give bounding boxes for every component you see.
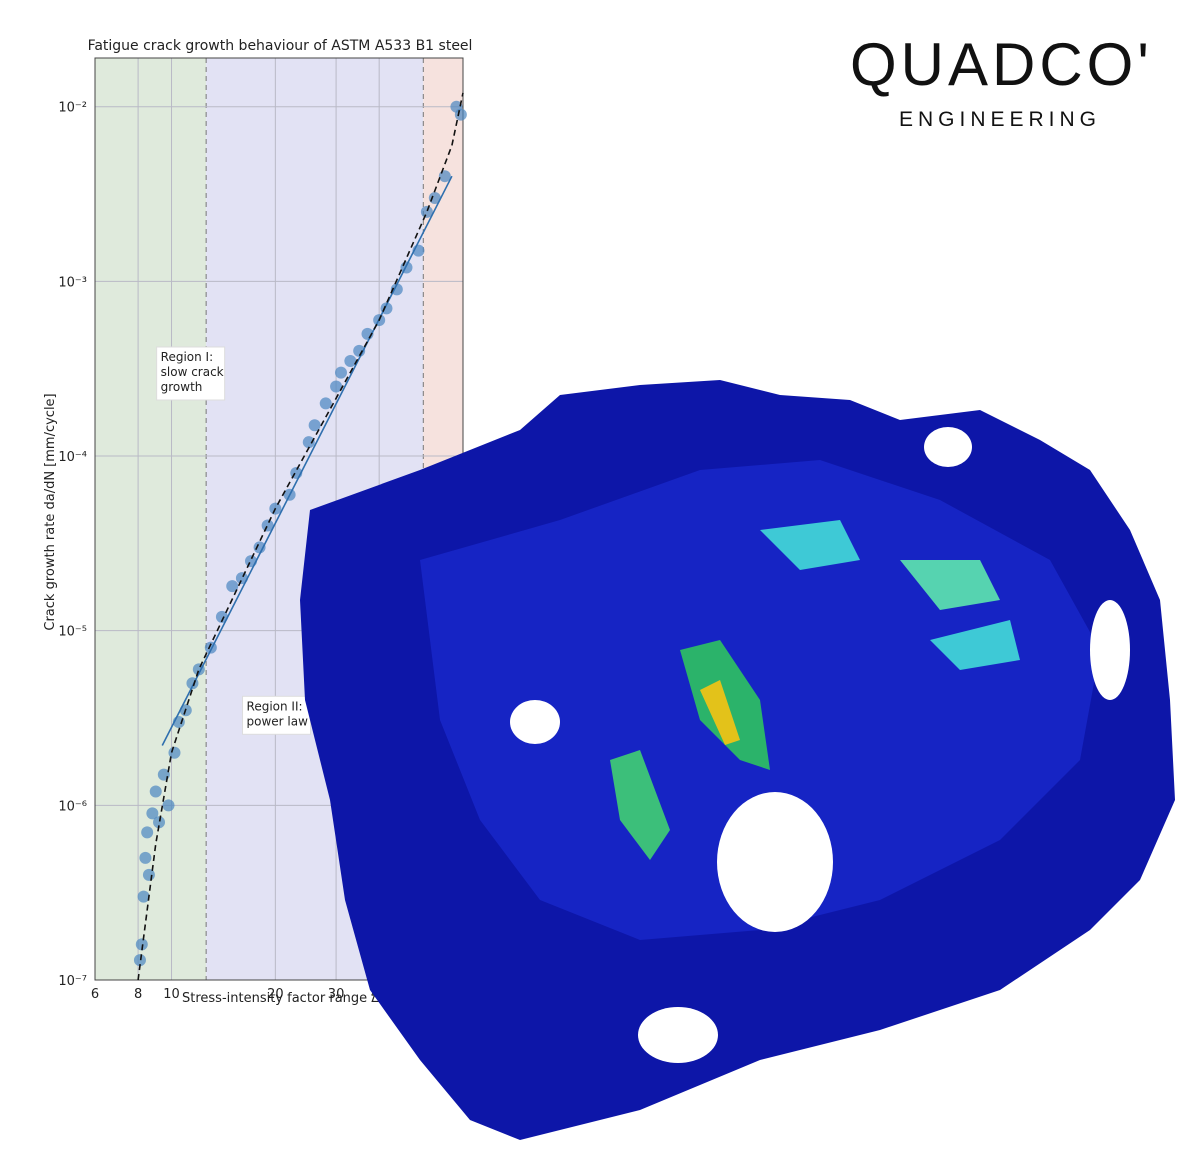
- fit-line: [137, 92, 464, 981]
- bore-hole: [717, 792, 833, 932]
- fea-render: [300, 380, 1175, 1140]
- data-point: [420, 205, 433, 218]
- data-point: [139, 851, 152, 864]
- x-axis-label: Stress-intensity factor range ΔK [MP: [182, 991, 417, 1006]
- data-point: [149, 785, 162, 798]
- x-tick-label: 8: [134, 987, 142, 1002]
- y-tick-label: 10⁻⁴: [58, 450, 87, 465]
- data-point: [454, 108, 467, 121]
- data-point: [146, 807, 159, 820]
- annotation-box: [156, 346, 226, 401]
- logo-tagline: ENGINEERING: [898, 108, 1102, 131]
- data-point: [168, 746, 181, 759]
- data-point: [162, 799, 175, 812]
- data-point: [330, 380, 343, 393]
- y-tick-label: 10⁻²: [58, 101, 87, 116]
- bore-hole: [510, 700, 560, 744]
- stress-zone: [930, 620, 1020, 670]
- annotation-text: Region II:: [247, 699, 303, 713]
- data-point: [428, 192, 441, 205]
- logo: QUADCO' ENGINEERING: [850, 30, 1153, 132]
- data-point: [334, 366, 347, 379]
- data-point: [135, 938, 148, 951]
- annotation-text: power law b: [247, 714, 320, 728]
- y-tick-label: 10⁻⁶: [58, 799, 87, 814]
- data-point: [142, 868, 155, 881]
- region-band: [95, 58, 207, 980]
- data-point: [133, 954, 146, 967]
- data-point: [226, 580, 239, 593]
- x-tick-label: 10: [163, 987, 180, 1002]
- data-point: [253, 541, 266, 554]
- x-tick-label: 30: [328, 987, 345, 1002]
- data-point: [141, 826, 154, 839]
- data-point: [137, 890, 150, 903]
- data-point: [390, 283, 403, 296]
- annotation-text: growth: [161, 380, 203, 394]
- data-point: [302, 436, 315, 449]
- stress-zone: [900, 560, 1000, 610]
- data-point: [215, 610, 228, 623]
- data-point: [319, 397, 332, 410]
- y-tick-label: 10⁻⁵: [58, 625, 87, 640]
- stress-zone: [760, 520, 860, 570]
- chart-title: Fatigue crack growth behaviour of ASTM A…: [88, 38, 473, 54]
- x-tick-label: 20: [267, 987, 284, 1002]
- data-point: [308, 419, 321, 432]
- data-point: [235, 572, 248, 585]
- bore-hole: [924, 427, 972, 467]
- stress-peak: [700, 680, 740, 745]
- y-tick-label: 10⁻⁷: [58, 974, 87, 989]
- annotation-text: slow crack: [161, 365, 224, 379]
- x-tick-label: 6: [91, 987, 99, 1002]
- y-tick-label: 10⁻³: [58, 275, 87, 290]
- bore-hole: [638, 1007, 718, 1063]
- bore-hole: [1090, 600, 1130, 700]
- fit-line: [161, 175, 453, 746]
- data-point: [153, 816, 166, 829]
- data-point: [400, 261, 413, 274]
- y-axis-label: Crack growth rate da/dN [mm/cycle]: [43, 393, 58, 630]
- stress-hotspot: [610, 750, 670, 860]
- data-point: [261, 519, 274, 532]
- data-point: [344, 354, 357, 367]
- logo-name: QUADCO': [850, 31, 1153, 98]
- annotation-text: Region I:: [161, 350, 213, 364]
